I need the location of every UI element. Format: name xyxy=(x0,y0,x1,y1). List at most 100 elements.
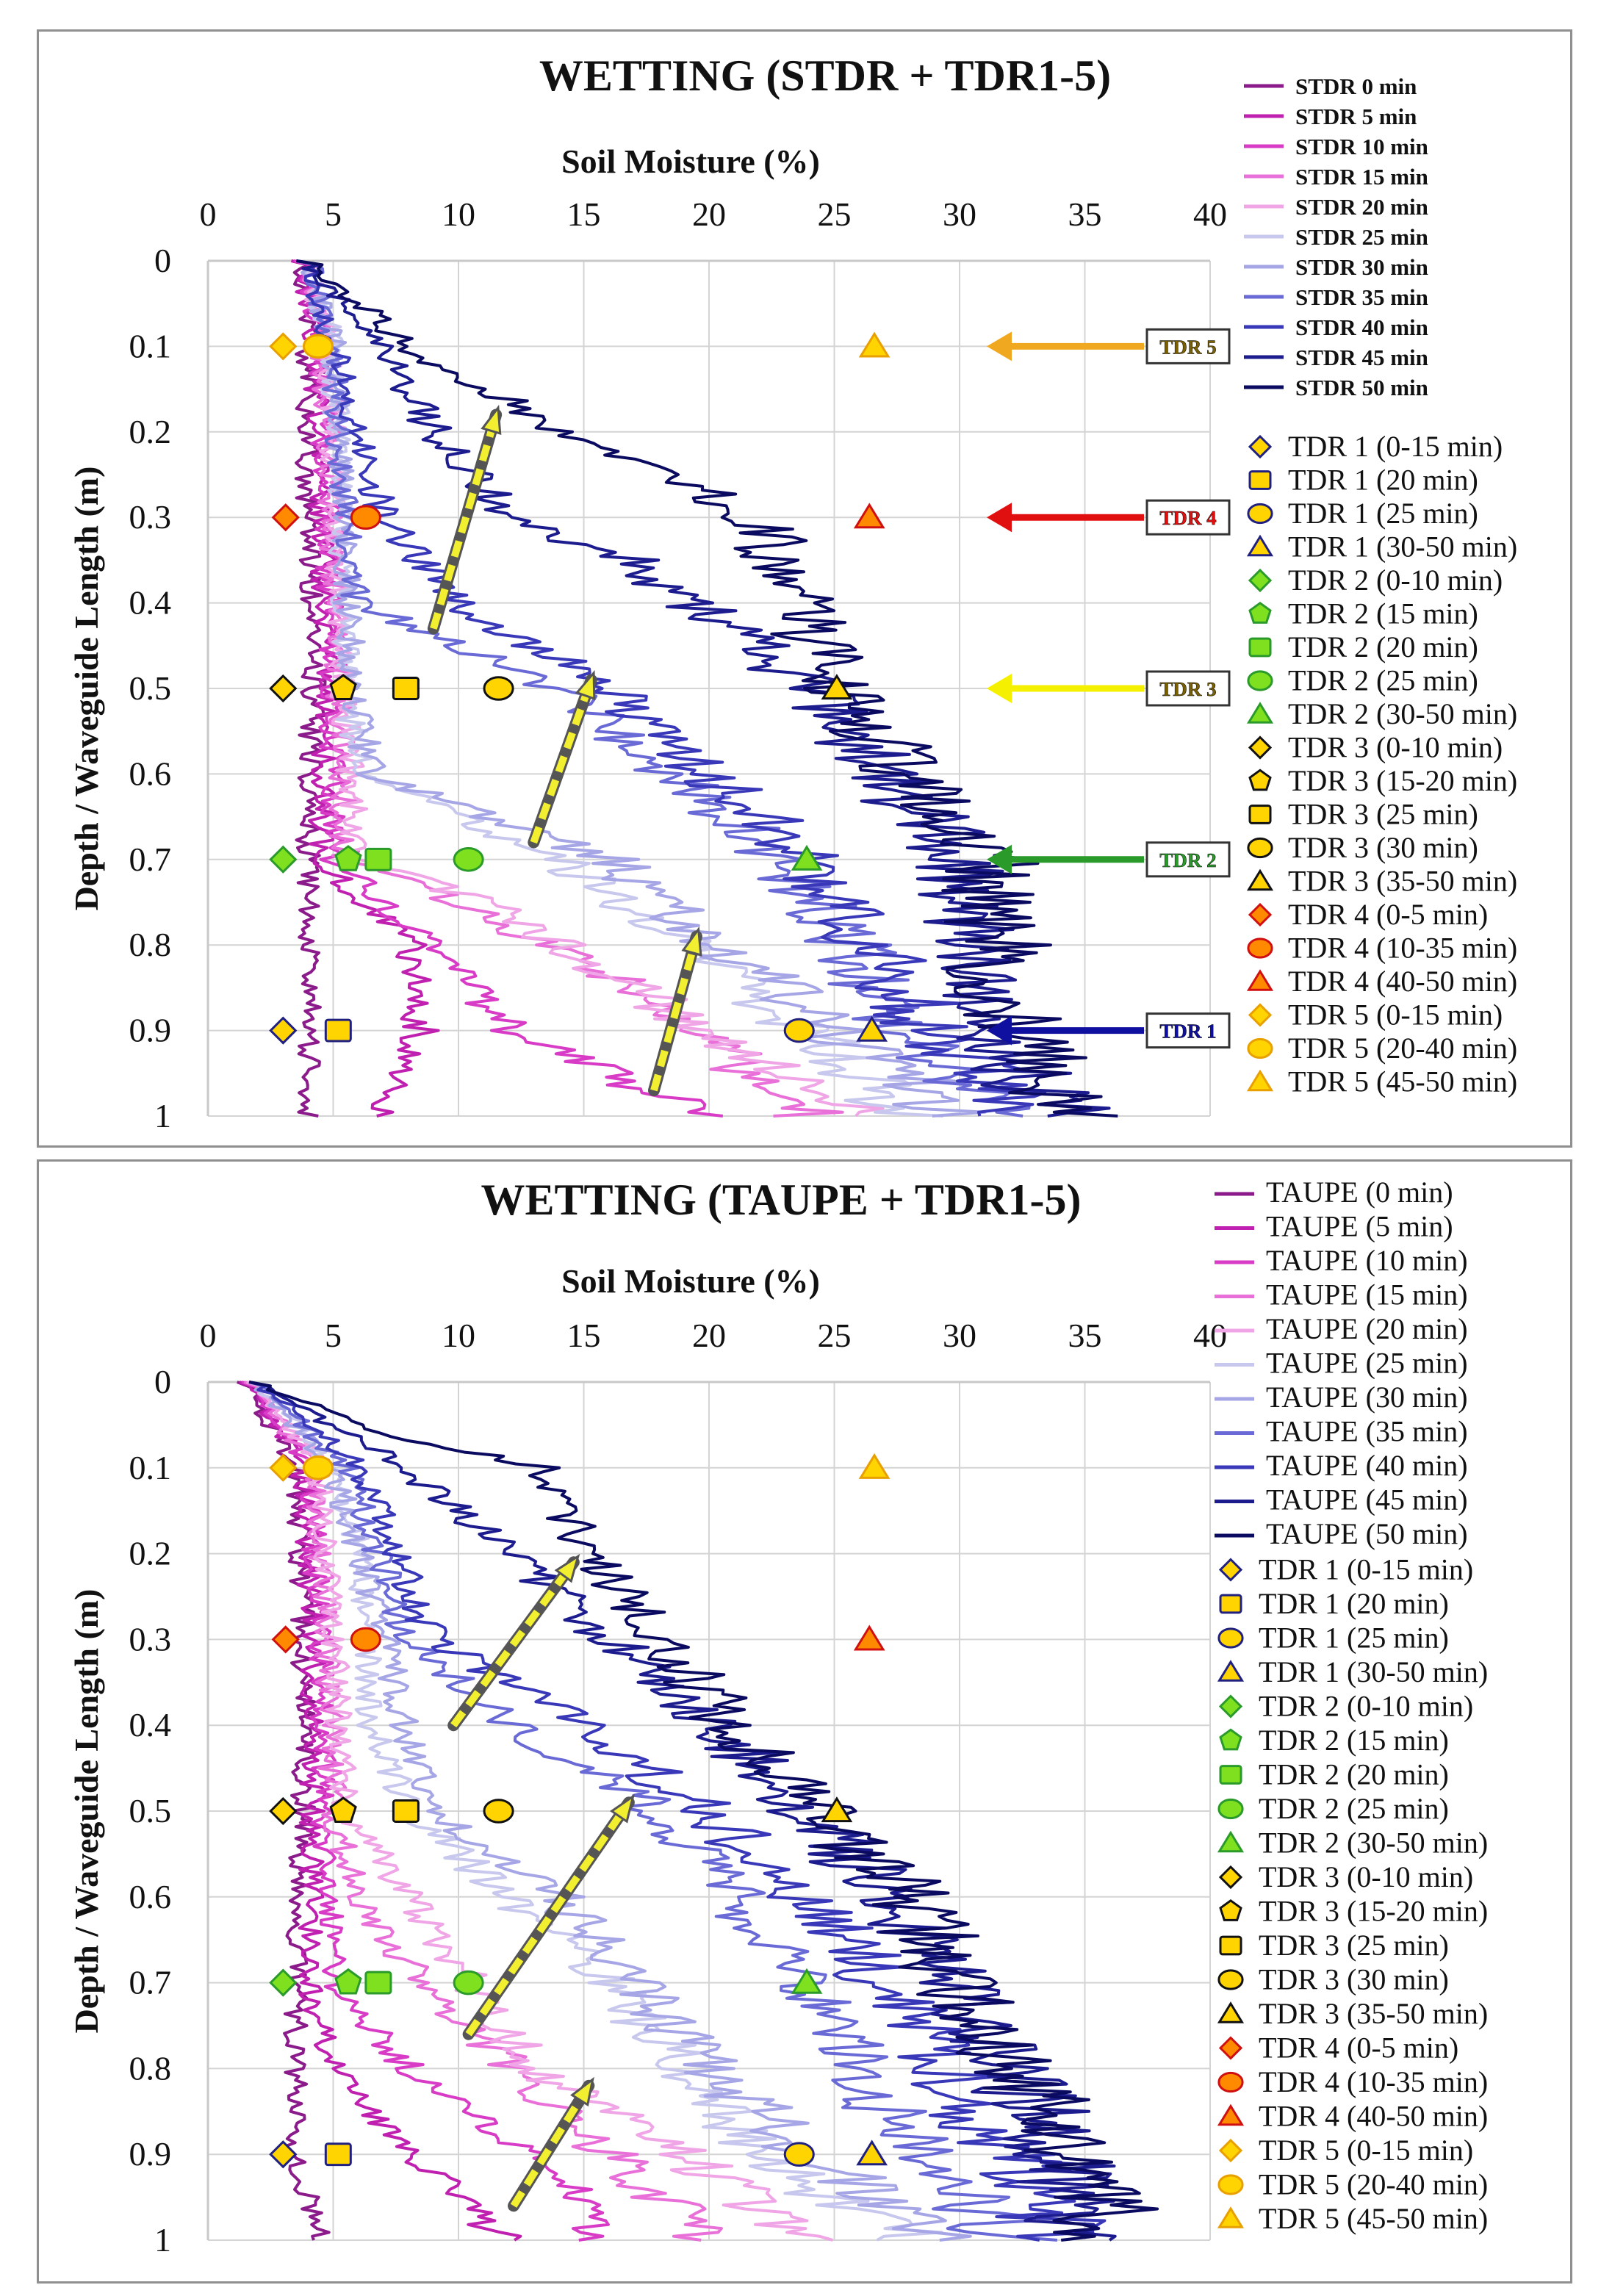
tdr-marker-tdr-1-30-50-min xyxy=(856,2140,888,2166)
legend-entry-label: STDR 35 min xyxy=(1295,284,1428,310)
trend-arrows xyxy=(447,1553,635,2212)
legend-entry-label: TDR 3 (30 min) xyxy=(1259,1963,1449,1996)
legend-entry-label: TDR 4 (40-50 min) xyxy=(1259,2100,1488,2133)
tdr-marker-tdr-1-0-15-min xyxy=(269,2140,298,2169)
legend-marker xyxy=(1248,434,1273,459)
y-tick-label: 0.2 xyxy=(129,1535,172,1572)
legend-entry-label: TDR 2 (15 min) xyxy=(1259,1724,1449,1757)
legend-entry-label: TDR 4 (0-5 min) xyxy=(1259,2032,1458,2065)
tdr-callout-label: TDR 2 xyxy=(1159,849,1216,871)
legend-entry-label: TDR 1 (0-15 min) xyxy=(1288,430,1503,463)
tdr-callouts: TDR 5 TDR 4 TDR 3 TDR 2 TDR 1 xyxy=(987,328,1231,1049)
legend-marker xyxy=(1217,2206,1245,2228)
tdr-marker-tdr-3-25-min xyxy=(392,677,420,700)
tdr-callout-label: TDR 4 xyxy=(1159,507,1216,529)
legend-entry-label: TAUPE (15 min) xyxy=(1266,1278,1468,1311)
x-tick-label: 25 xyxy=(818,195,852,233)
tdr-marker-tdr-1-25-min xyxy=(783,1018,815,1043)
tdr-marker-tdr-1-30-50-min xyxy=(856,1015,888,1042)
legend-entry-label: TDR 4 (40-50 min) xyxy=(1288,965,1517,998)
legend-marker xyxy=(1217,2001,1245,2023)
trend-arrow-head xyxy=(481,404,502,435)
legend-entry-label: STDR 40 min xyxy=(1295,314,1428,340)
y-tick-label: 0.8 xyxy=(129,926,172,963)
tdr-marker-tdr-4-40-50-min xyxy=(853,503,885,529)
y-tick-label: 0.1 xyxy=(129,1449,172,1486)
x-tick-label: 0 xyxy=(200,195,217,233)
series-line-taupe-5-min xyxy=(239,1381,522,2242)
legend-marker xyxy=(1219,1594,1242,1614)
legend-entry-label: TDR 5 (45-50 min) xyxy=(1288,1065,1517,1098)
tdr-marker-tdr-4-10-35-min xyxy=(350,505,381,530)
legend-entry-label: TDR 1 (25 min) xyxy=(1288,497,1478,530)
x-axis-label: Soil Moisture (%) xyxy=(561,1262,820,1300)
legend-entry-label: TAUPE (10 min) xyxy=(1266,1244,1468,1277)
y-tick-label: 0.6 xyxy=(129,1878,172,1915)
legend-entry-label: TDR 3 (15-20 min) xyxy=(1259,1895,1488,1928)
legend-entry-label: TDR 2 (0-10 min) xyxy=(1259,1690,1473,1723)
legend-marker xyxy=(1247,503,1273,525)
tdr-callout-arrow-head xyxy=(987,1015,1012,1046)
y-tick-label: 0.7 xyxy=(129,841,172,878)
legend-marker xyxy=(1246,702,1274,724)
legend-marker xyxy=(1219,1728,1242,1751)
tdr-callout-arrow-head xyxy=(987,674,1012,703)
tdr-callout-arrow-head xyxy=(987,503,1012,533)
legend-marker xyxy=(1248,735,1273,760)
legend-marker xyxy=(1217,2104,1245,2126)
legend-entry-label: TDR 3 (15-20 min) xyxy=(1288,764,1517,797)
legend-entry-label: TDR 2 (15 min) xyxy=(1288,597,1478,630)
legend-entry-label: TDR 3 (0-10 min) xyxy=(1288,731,1503,764)
legend-marker xyxy=(1248,601,1272,624)
legend-entry-label: STDR 15 min xyxy=(1295,164,1428,190)
legend-entry-label: TAUPE (45 min) xyxy=(1266,1483,1468,1516)
y-axis-label: Depth / Waveguide Length (m) xyxy=(68,467,105,911)
tdr-marker-tdr-2-30-50-min xyxy=(791,844,823,871)
legend-entry-label: TDR 2 (30-50 min) xyxy=(1288,697,1517,730)
legend-entry-label: TDR 3 (25 min) xyxy=(1259,1929,1449,1962)
chart-title: WETTING (STDR + TDR1-5) xyxy=(539,51,1111,100)
tdr-marker-tdr-3-30-min xyxy=(483,676,514,701)
y-tick-label: 0.5 xyxy=(129,1792,172,1829)
tdr-callout-arrow-head xyxy=(987,844,1012,874)
tdr-marker-tdr-1-25-min xyxy=(783,2142,815,2167)
tdr-marker-tdr-2-15-min xyxy=(334,845,362,871)
chart-stdr: WETTING (STDR + TDR1-5) Soil Moisture (%)… xyxy=(68,51,1517,1134)
series-line-taupe-50-min xyxy=(248,1381,1159,2242)
legend-entry-label: TDR 3 (35-50 min) xyxy=(1288,865,1517,898)
legend-entry-label: TAUPE (30 min) xyxy=(1266,1381,1468,1414)
legend-entry-label: STDR 25 min xyxy=(1295,224,1428,250)
legend-marker xyxy=(1248,902,1273,927)
legend-marker xyxy=(1218,1558,1243,1582)
tdr-marker-tdr-1-20-min xyxy=(324,1018,352,1043)
y-tick-label: 0.3 xyxy=(129,498,172,536)
legend-entry-label: STDR 5 min xyxy=(1295,104,1417,129)
legend-entry-label: TDR 2 (30-50 min) xyxy=(1259,1827,1488,1860)
tdr-marker-tdr-4-0-5-min xyxy=(271,1625,300,1654)
legend-marker xyxy=(1246,868,1274,891)
legend-entry-label: TAUPE (35 min) xyxy=(1266,1415,1468,1448)
legend: TAUPE (0 min)TAUPE (5 min)TAUPE (10 min)… xyxy=(1215,1176,1488,2235)
legend-marker xyxy=(1246,1069,1274,1092)
tdr-marker-tdr-2-0-10-min xyxy=(269,1968,298,1997)
tdr-marker-tdr-4-0-5-min xyxy=(271,503,300,532)
y-tick-label: 0.9 xyxy=(129,2135,172,2173)
series-line-stdr-50-min xyxy=(296,259,1118,1118)
legend-marker xyxy=(1217,2174,1244,2195)
trend-arrow-head xyxy=(570,2076,594,2107)
legend-marker xyxy=(1217,1830,1245,1853)
series-line-taupe-40-min xyxy=(248,1381,1107,2242)
trend-arrow xyxy=(650,935,700,1092)
legend-marker xyxy=(1217,1660,1245,1682)
chart-panel-stdr: WETTING (STDR + TDR1-5) Soil Moisture (%)… xyxy=(37,29,1572,1148)
tdr-marker-tdr-5-20-40-min xyxy=(302,334,334,359)
y-tick-label: 0 xyxy=(154,242,171,279)
legend-entry-label: TDR 1 (0-15 min) xyxy=(1259,1553,1473,1586)
legend-marker xyxy=(1248,470,1272,490)
legend-entry-label: TDR 1 (20 min) xyxy=(1288,464,1478,497)
x-tick-label: 35 xyxy=(1068,1317,1102,1354)
legend-marker xyxy=(1217,2071,1244,2093)
series-line-stdr-0-min xyxy=(291,259,327,1118)
legend-entry-label: TAUPE (5 min) xyxy=(1266,1210,1453,1243)
chart-panel-taupe: WETTING (TAUPE + TDR1-5) Soil Moisture (%… xyxy=(37,1159,1572,2284)
